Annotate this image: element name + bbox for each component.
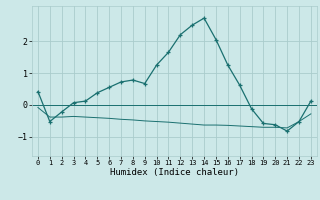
- X-axis label: Humidex (Indice chaleur): Humidex (Indice chaleur): [110, 168, 239, 177]
